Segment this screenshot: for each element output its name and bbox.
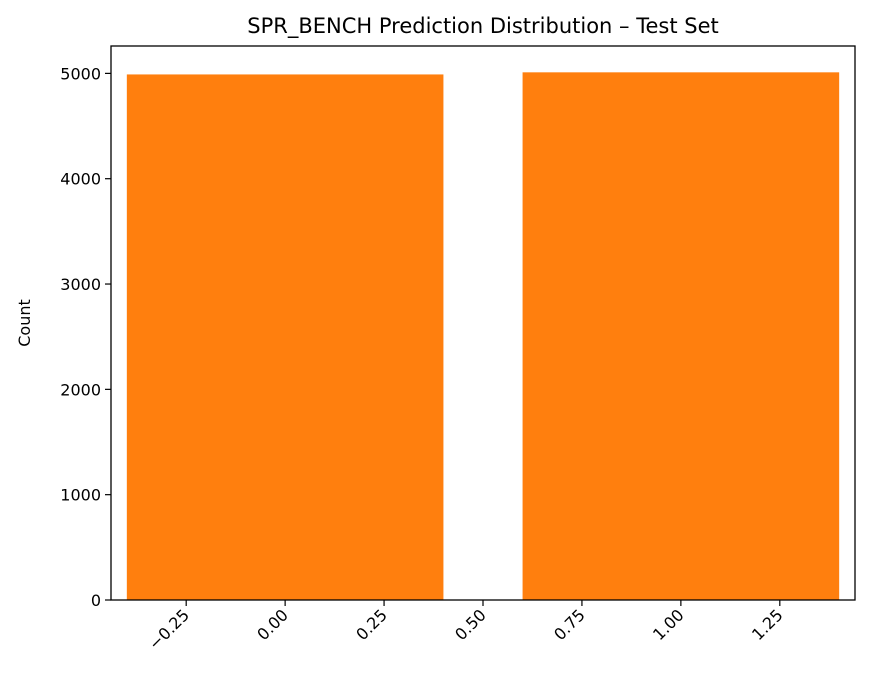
y-tick-label: 1000	[60, 486, 101, 505]
y-axis-label: Count	[15, 299, 34, 347]
y-tick-label: 3000	[60, 275, 101, 294]
bars-group	[126, 72, 840, 601]
y-tick-label: 4000	[60, 170, 101, 189]
y-tick-label: 0	[91, 591, 101, 610]
chart-title: SPR_BENCH Prediction Distribution – Test…	[247, 14, 718, 39]
y-tick-label: 5000	[60, 64, 101, 83]
y-tick-label: 2000	[60, 380, 101, 399]
bar-0	[126, 74, 444, 601]
bar-1	[522, 72, 840, 600]
plot-frame	[110, 45, 856, 601]
y-ticks-group: 0 1000 2000 3000 4000 5000	[60, 64, 111, 610]
